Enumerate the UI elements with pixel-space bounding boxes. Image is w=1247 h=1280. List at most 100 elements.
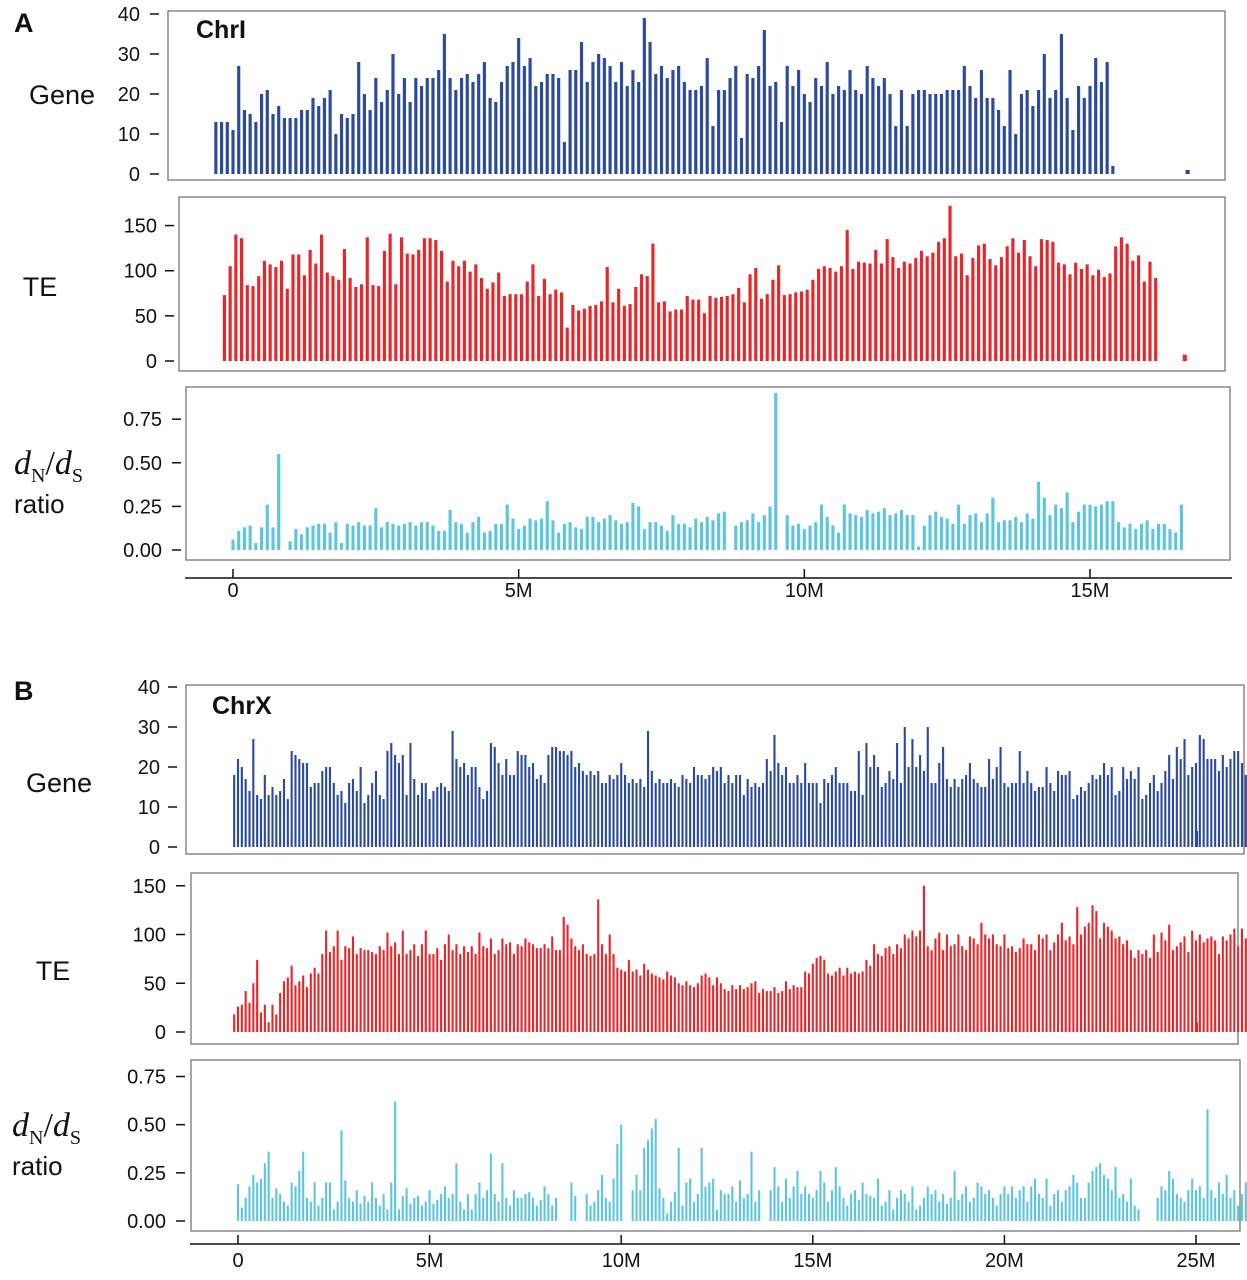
- bar-b-gene: [1045, 767, 1048, 847]
- bar-a-te: [919, 250, 924, 361]
- bar-b-gene: [397, 763, 400, 847]
- bar-b-gene: [896, 743, 899, 847]
- bar-b-dnds: [367, 1201, 370, 1221]
- bar-b-te: [378, 946, 381, 1032]
- bar-b-gene: [363, 803, 366, 847]
- bar-b-dnds: [727, 1194, 730, 1221]
- bar-b-te: [616, 967, 619, 1032]
- bar-b-gene: [336, 795, 339, 847]
- bar-b-gene: [965, 775, 968, 847]
- bar-b-gene: [532, 763, 535, 847]
- bar-a-gene: [1054, 90, 1058, 174]
- bar-a-te: [519, 294, 524, 361]
- bar-b-dnds: [669, 1201, 673, 1221]
- bar-b-te: [861, 971, 864, 1032]
- bar-b-te: [1137, 950, 1140, 1032]
- bar-b-gene: [344, 803, 347, 847]
- ytick-label-a-dnds: 0.25: [123, 496, 162, 518]
- ytick-label-b-dnds: 0.25: [127, 1163, 166, 1185]
- bar-b-dnds: [965, 1186, 968, 1221]
- bar-a-te: [1062, 264, 1066, 361]
- bar-b-gene: [1164, 771, 1167, 847]
- bar-b-te: [1118, 936, 1121, 1032]
- bar-b-te: [807, 973, 811, 1032]
- bar-a-te: [577, 310, 581, 361]
- bar-b-te: [972, 938, 975, 1032]
- bar-a-gene: [1014, 134, 1018, 174]
- ytick-label-a-te: 100: [124, 261, 157, 283]
- bar-b-dnds: [348, 1197, 351, 1221]
- bar-b-te: [589, 955, 592, 1032]
- bar-b-gene: [999, 747, 1002, 847]
- dnds-slash-b: /: [43, 1107, 53, 1144]
- bar-a-gene: [431, 78, 435, 174]
- bar-a-dnds: [608, 515, 612, 550]
- bar-b-te: [704, 973, 707, 1032]
- bar-a-gene: [299, 110, 304, 174]
- bar-b-dnds: [463, 1209, 466, 1221]
- bar-b-dnds: [1011, 1186, 1014, 1221]
- bar-b-dnds: [643, 1147, 646, 1221]
- bar-b-dnds: [815, 1190, 818, 1221]
- bar-b-dnds: [520, 1197, 523, 1221]
- bar-b-te: [1110, 930, 1113, 1032]
- bar-a-te: [537, 295, 541, 361]
- bar-b-gene: [677, 787, 680, 847]
- bar-b-dnds: [884, 1201, 887, 1221]
- bar-a-dnds: [1082, 504, 1086, 550]
- bar-a-gene: [968, 86, 972, 174]
- bar-b-te: [1225, 940, 1228, 1032]
- bars-a-te: [222, 205, 1187, 361]
- bar-b-dnds: [432, 1203, 435, 1221]
- bar-b-dnds: [689, 1178, 692, 1221]
- bar-b-te: [792, 985, 795, 1032]
- bar-b-gene: [738, 775, 742, 847]
- bar-b-te: [1237, 946, 1240, 1032]
- bar-a-gene: [459, 78, 464, 174]
- bar-b-gene: [1087, 783, 1090, 847]
- bar-b-te: [535, 948, 538, 1032]
- bar-b-te: [1076, 907, 1079, 1032]
- bar-b-dnds: [401, 1195, 404, 1221]
- bar-b-dnds: [934, 1190, 937, 1221]
- bar-a-dnds: [448, 509, 452, 550]
- bar-b-te: [432, 954, 435, 1032]
- bar-b-gene: [1083, 791, 1086, 847]
- bar-b-gene: [715, 771, 719, 847]
- bar-b-te: [1145, 950, 1148, 1032]
- bar-b-te: [953, 944, 956, 1032]
- bar-b-te: [244, 991, 247, 1032]
- bar-b-dnds: [440, 1194, 443, 1221]
- bar-b-te: [493, 954, 496, 1032]
- bar-b-gene: [620, 763, 623, 847]
- bar-b-gene: [501, 775, 504, 847]
- dnds-d2-b: d: [53, 1107, 71, 1144]
- bar-a-gene: [1065, 98, 1069, 174]
- bar-b-gene: [539, 775, 542, 847]
- bar-b-dnds: [646, 1140, 650, 1221]
- bar-a-dnds: [1122, 527, 1126, 550]
- ylabel-b-te: TE: [36, 956, 71, 986]
- bar-b-gene: [800, 783, 803, 847]
- bar-b-dnds: [585, 1194, 588, 1221]
- subplot-b-dnds: 0.000.250.500.75 dN/dS ratio: [12, 1059, 1247, 1233]
- bar-b-gene: [911, 739, 914, 847]
- bar-a-te: [554, 289, 558, 361]
- bar-a-dnds: [562, 523, 566, 550]
- bar-a-dnds: [528, 518, 532, 550]
- bar-a-te: [268, 264, 272, 361]
- bar-b-gene: [505, 759, 508, 847]
- yticks-b-dnds: 0.00 0.25 0.50 0.75: [127, 1066, 185, 1233]
- bar-a-dnds: [585, 516, 589, 550]
- bar-b-gene: [432, 791, 435, 847]
- bar-a-dnds: [597, 522, 601, 550]
- bar-b-te: [869, 965, 872, 1032]
- bar-a-dnds: [579, 529, 584, 550]
- bar-a-dnds: [1048, 515, 1052, 550]
- bar-a-gene: [825, 62, 829, 174]
- bar-b-gene: [298, 759, 301, 847]
- bar-a-dnds: [671, 515, 675, 550]
- bar-b-gene: [351, 779, 355, 847]
- bar-a-te: [828, 268, 832, 361]
- bar-b-dnds: [945, 1203, 948, 1221]
